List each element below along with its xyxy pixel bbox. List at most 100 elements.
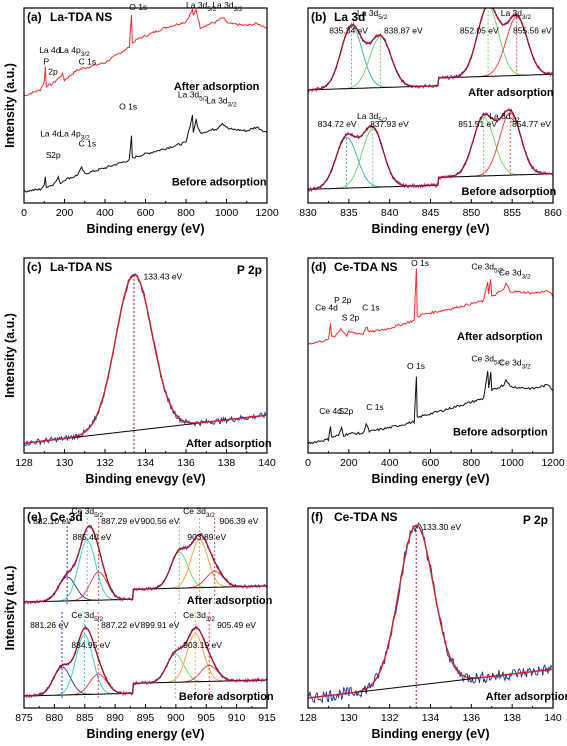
annotation-text: 884.95 eV [71, 640, 110, 650]
series-line-after [24, 8, 267, 97]
annotation-subscript: 3/2 [522, 14, 531, 21]
x-tick-label: 1200 [255, 207, 279, 219]
peak-annotation: C 1s [362, 303, 379, 313]
peak-annotation: La 4p3/2 [59, 45, 90, 58]
x-tick-label: 200 [56, 207, 74, 219]
sample-label: La-TDA NS [50, 260, 112, 274]
annotation-text: C 1s [366, 402, 383, 412]
annotation-subscript: 5/2 [94, 616, 103, 623]
annotation-text: 2p [344, 406, 354, 416]
state-label: Before adsorption [172, 176, 267, 188]
x-tick-label: 840 [381, 207, 399, 219]
fit-envelope [24, 525, 267, 603]
annotation-text: 881.26 eV [30, 620, 69, 630]
annotation-text: La 3d [489, 111, 511, 121]
panel-label: (d) [311, 260, 326, 274]
annotation-text: 887.29 eV [101, 516, 140, 526]
x-tick-label: 885 [76, 712, 94, 724]
x-tick-label: 400 [381, 457, 399, 469]
peak-annotation: La 4p3/2 [59, 129, 90, 142]
peak-annotation: P 2p [334, 295, 352, 305]
peak-annotation: Ce 3d5/2 [471, 262, 503, 275]
peak-annotation: P [43, 57, 49, 67]
panel-label: (a) [27, 10, 42, 24]
plot-area-e [24, 518, 267, 699]
x-tick-label: 138 [218, 457, 236, 469]
annotation-text: 855.56 eV [513, 25, 552, 35]
plot-frame [23, 507, 268, 709]
annotation-text: Ce 3d [471, 353, 494, 363]
panel-label: (e) [27, 510, 42, 524]
peak-annotation: 837.93 eV [370, 119, 409, 129]
x-tick-label: 875 [15, 712, 33, 724]
state-label: Before adsorption [179, 691, 274, 703]
state-label: After adsorption [187, 595, 273, 607]
sample-label: Ce-TDA NS [334, 510, 398, 524]
peak-annotation: La 3d5/2 [357, 111, 388, 124]
raw-spectrum [24, 624, 267, 699]
x-axis-label: Binding energy (eV) [371, 727, 489, 741]
plot-frame [307, 507, 554, 709]
state-label: Before adsorption [462, 186, 557, 198]
annotation-text: La 3d [206, 96, 228, 106]
annotation-text: O 1s [119, 101, 137, 111]
state-label: After adsorption [174, 81, 260, 93]
annotation-text: 835.34 eV [329, 25, 368, 35]
annotation-text: 851.51 eV [458, 119, 497, 129]
x-tick-label: 855 [503, 207, 521, 219]
annotation-subscript: 3/2 [234, 6, 243, 13]
x-tick-label: 600 [137, 207, 155, 219]
annotation-text: S 2p [342, 312, 360, 322]
peak-annotation: 854.77 eV [512, 119, 551, 129]
x-tick-label: 400 [96, 207, 114, 219]
x-axis-label: Binding energy (eV) [86, 727, 204, 741]
x-axis-label: Binding energy (eV) [86, 222, 204, 236]
x-axis-label: Binding enevgy (eV) [85, 472, 205, 486]
peak-annotation: La 3d5/2 [186, 0, 217, 13]
sample-label: Ce 3d [50, 510, 83, 524]
annotation-subscript: 3/2 [522, 274, 531, 281]
panel-a: 0 200 400 600 800 1000 1200 Binding energy (eV)… [3, 0, 279, 236]
annotation-subscript: 5/2 [494, 268, 503, 275]
annotation-text: C 1s [79, 57, 96, 67]
peak-annotation: 884.95 eV [71, 640, 110, 650]
x-tick-label: 132 [381, 712, 399, 724]
annotation-subscript: 3/2 [206, 512, 215, 519]
x-tick-label: 200 [340, 457, 358, 469]
annotation-subscript: 5/2 [94, 512, 103, 519]
panel-label: (c) [27, 260, 42, 274]
peak-annotation: Ce 4d [315, 303, 338, 313]
series-line-before [308, 371, 553, 445]
peak-annotation: C 1s [366, 402, 383, 412]
sample-label: Ce-TDA NS [334, 260, 398, 274]
peak-annotation: Ce 3d3/2 [183, 506, 215, 519]
annotation-subscript: 3/2 [522, 363, 531, 370]
series-line-before [24, 114, 267, 193]
annotation-subscript: 3/2 [228, 102, 237, 109]
peak-annotation: La 3d3/2 [501, 8, 532, 21]
annotation-subscript: 5/2 [207, 6, 216, 13]
plot-frame [307, 257, 554, 454]
state-label: After adsorption [186, 438, 272, 450]
x-tick-label: 128 [299, 712, 317, 724]
peak-annotation: La 3d3/2 [212, 0, 243, 13]
x-axis-label: Binding energy (eV) [371, 222, 489, 236]
peak-annotation: Ce 3d5/2 [471, 353, 503, 366]
panel-c: 128 130 132 134 136 138 140 Binding enevgy (eV)… [3, 257, 276, 486]
panel-e: 875 880 885 890 895 900 905 910 915 Binding energ… [3, 506, 276, 741]
peak-annotation: 835.34 eV [329, 25, 368, 35]
x-tick-label: 134 [422, 712, 440, 724]
state-label: After adsorption [486, 691, 567, 703]
x-tick-label: 130 [340, 712, 358, 724]
y-axis-label: Intensity (a.u.) [3, 566, 17, 651]
annotation-text: 900.56 eV [141, 516, 180, 526]
annotation-text: 882.10 eV [33, 516, 72, 526]
peak-annotation: O 1s [411, 258, 429, 268]
x-tick-label: 140 [258, 457, 276, 469]
annotation-text: 133.30 eV [422, 522, 461, 532]
plot-frame [23, 257, 268, 454]
state-label: Before adsorption [453, 426, 548, 438]
x-tick-label: 1000 [500, 457, 524, 469]
fit-envelope [308, 524, 553, 699]
annotation-text: La 4p [59, 129, 81, 139]
